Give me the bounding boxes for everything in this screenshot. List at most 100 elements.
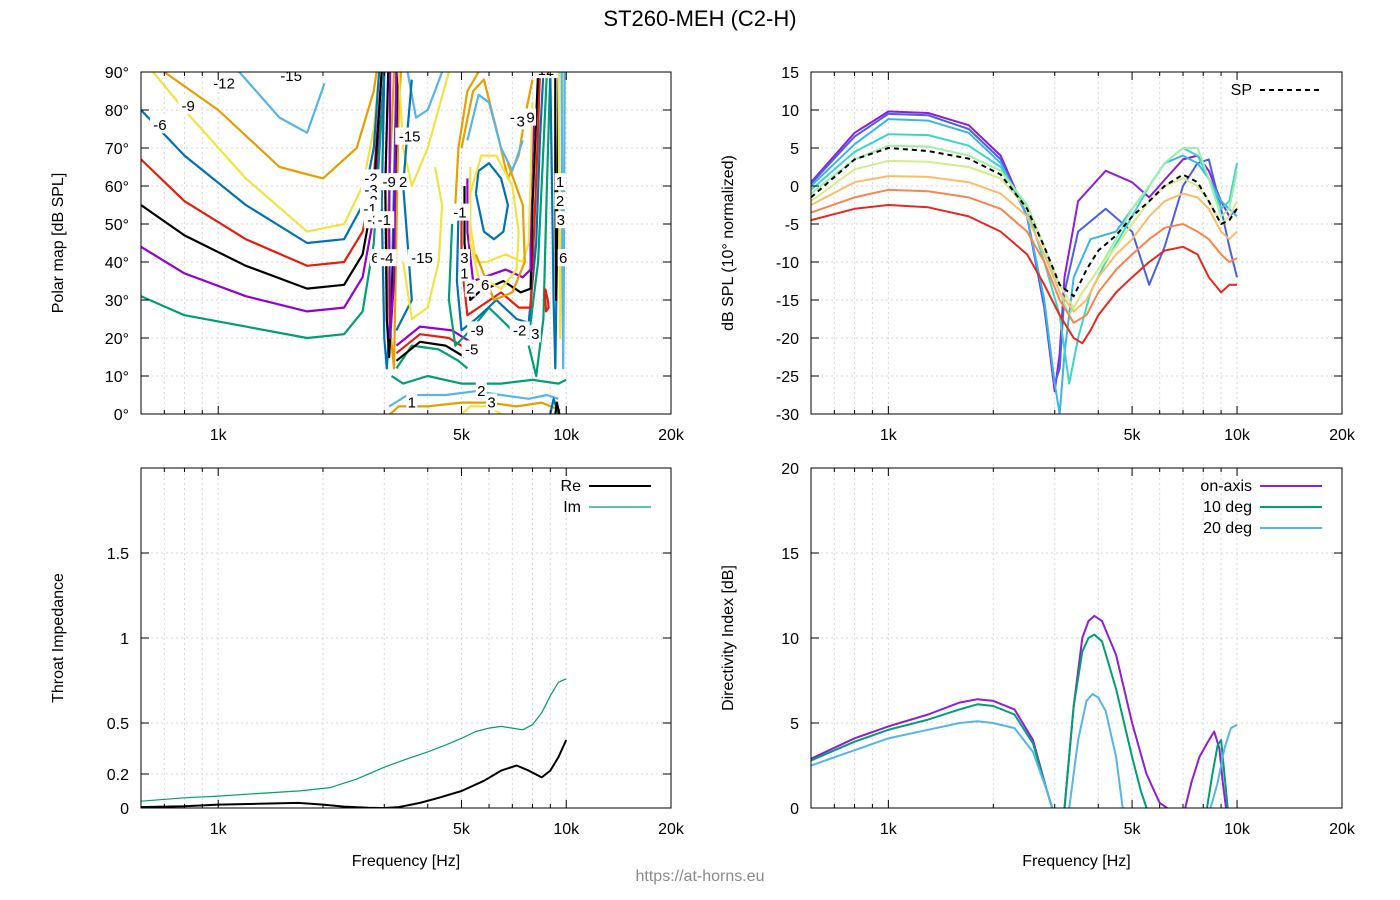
contour-label: 2 <box>477 383 485 400</box>
series-line-im <box>141 678 567 802</box>
contour-label: 1 <box>408 395 416 412</box>
polar-y-tick-label: 10° <box>105 369 129 386</box>
contour-label: -9 <box>471 322 484 339</box>
spl-y-tick-label: -25 <box>776 369 799 386</box>
directivity-y-tick-label: 0 <box>790 801 799 818</box>
contour-line <box>406 72 444 119</box>
series-line-20-deg <box>811 720 1054 808</box>
series-line-10-deg <box>1063 633 1148 808</box>
polar-y-axis-label: Polar map [dB SPL] <box>50 173 67 314</box>
spl-x-tick-label: 1k <box>880 427 898 444</box>
contour-label-bg <box>407 249 437 267</box>
series-line-10-deg <box>1206 739 1229 808</box>
contour-label-bg <box>464 279 476 297</box>
polar-x-tick-label: 20k <box>658 427 685 444</box>
contour-label-bg <box>475 382 487 400</box>
contour-label-bg <box>374 211 395 229</box>
contour-label: 3 <box>557 212 565 229</box>
contour-label-bg <box>395 127 425 145</box>
contour-line <box>469 102 534 264</box>
impedance-plot <box>141 678 568 808</box>
contour-label: -9 <box>383 174 396 191</box>
spl-x-tick-label: 5k <box>1124 427 1142 444</box>
polar-x-tick-label: 10k <box>553 427 580 444</box>
directivity-x-axis-label: Frequency [Hz] <box>1022 853 1130 870</box>
contour-line <box>402 166 444 321</box>
contour-label-bg <box>397 173 409 191</box>
series-line-sp <box>811 147 1238 298</box>
contour-label-bg <box>509 321 530 339</box>
legend-label-im: Im <box>563 499 581 516</box>
contour-line <box>238 72 326 134</box>
series-line-10-deg <box>811 703 1054 808</box>
contour-line <box>395 340 466 362</box>
contour-label: 2 <box>399 174 407 191</box>
contour-label-bg <box>479 275 491 293</box>
contour-label: -9 <box>182 98 195 115</box>
contour-label: 3 <box>460 250 468 267</box>
impedance-x-axis-label: Frequency [Hz] <box>352 853 460 870</box>
contour-line <box>554 401 561 414</box>
spl-y-tick-label: -5 <box>785 217 799 234</box>
contour-label: -1 <box>453 205 466 222</box>
legend-label-20-deg: 20 deg <box>1203 520 1252 537</box>
contour-label-bg <box>449 203 470 221</box>
series-line-on-axis <box>1184 730 1227 808</box>
legend-label-on-axis: on-axis <box>1200 478 1252 495</box>
impedance-y-tick-label: 0 <box>120 801 129 818</box>
legend-label-10-deg: 10 deg <box>1203 499 1252 516</box>
directivity-x-tick-label: 20k <box>1329 821 1356 838</box>
series-line-20-deg <box>1209 723 1238 808</box>
page-title: ST260-MEH (C2-H) <box>603 6 797 31</box>
contour-label-bg <box>379 173 400 191</box>
spl-y-tick-label: -10 <box>776 255 799 272</box>
contour-label: 6 <box>371 250 379 267</box>
series-line-70- <box>811 188 1238 324</box>
impedance-x-tick-label: 10k <box>553 821 580 838</box>
contour-label: 1 <box>460 265 468 282</box>
contour-line <box>527 72 552 378</box>
spl-grid <box>811 72 1342 414</box>
contour-line <box>474 162 526 302</box>
contour-label-bg <box>554 192 566 210</box>
contour-label-bg <box>555 211 567 229</box>
footer-url[interactable]: https://at-horns.eu <box>635 868 765 885</box>
series-line-30- <box>811 133 1238 385</box>
polar-plot-area <box>141 72 671 414</box>
contour-label: 3 <box>531 326 539 343</box>
spl-y-tick-label: -15 <box>776 293 799 310</box>
contour-label: -15 <box>399 129 421 146</box>
impedance-grid <box>141 468 671 808</box>
polar-y-tick-label: 90° <box>105 65 129 82</box>
contour-line <box>544 288 550 313</box>
polar-border <box>140 71 672 415</box>
contour-label: -5 <box>465 341 478 358</box>
spl-y-tick-label: 10 <box>781 103 799 120</box>
series-line-re <box>141 739 568 808</box>
contour-line <box>466 109 536 283</box>
directivity-plot <box>811 614 1238 808</box>
contour-label: -2 <box>513 322 526 339</box>
contour-label-bg <box>486 393 498 411</box>
polar-chart: -6-9-12-15-12-15-2-3-2-1-3-1-926-4-15-13… <box>50 65 685 444</box>
contour-label-bg <box>406 393 418 411</box>
legend-label-re: Re <box>561 478 582 495</box>
contour-label: 6 <box>559 250 567 267</box>
directivity-y-tick-label: 20 <box>781 461 799 478</box>
contour-label: -15 <box>411 250 433 267</box>
polar-x-tick-label: 1k <box>210 427 228 444</box>
contour-line <box>474 162 509 241</box>
directivity-y-tick-label: 15 <box>781 546 799 563</box>
contour-label-bg <box>529 325 541 343</box>
contour-line <box>454 72 480 206</box>
impedance-y-tick-label: 1.5 <box>107 546 129 563</box>
impedance-y-tick-label: 1 <box>120 631 129 648</box>
spl-border <box>810 71 1343 415</box>
series-line-80- <box>811 204 1237 345</box>
contour-label-bg <box>461 340 482 358</box>
directivity-y-tick-label: 5 <box>790 716 799 733</box>
contour-label-bg <box>209 74 239 92</box>
contour-label: 2 <box>556 193 564 210</box>
directivity-x-tick-label: 1k <box>880 821 898 838</box>
